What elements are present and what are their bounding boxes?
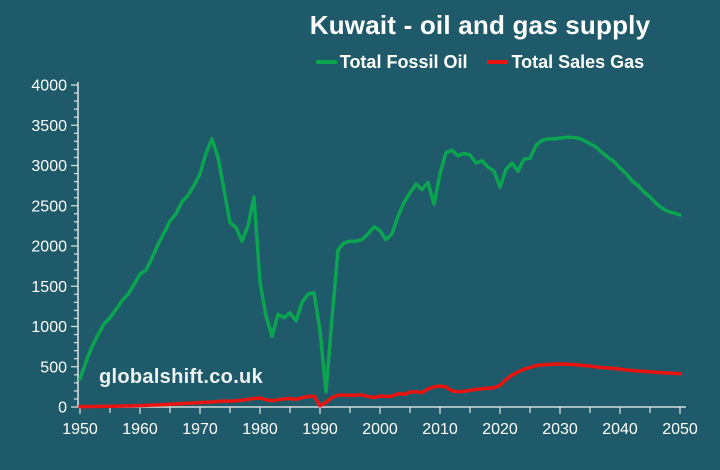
- y-tick-label: 1000: [31, 319, 67, 336]
- x-tick-label: 1950: [62, 421, 98, 438]
- x-tick-label: 2040: [602, 421, 638, 438]
- y-tick-label: 500: [40, 359, 67, 376]
- total-sales-gas-line: [78, 362, 682, 409]
- tick-labels: 1950 1960 1970 1980 1990 2000 2010 2020 2030 2040…: [31, 78, 697, 439]
- legend-label-total-sales-gas: Total Sales Gas: [511, 52, 645, 72]
- y-tick-label: 4000: [31, 78, 67, 95]
- total-fossil-oil-line: [78, 135, 682, 394]
- x-tick-label: 2010: [422, 421, 458, 438]
- y-tick-label: 2000: [31, 239, 67, 256]
- legend-item-total-sales-gas: Total Sales Gas: [487, 52, 644, 73]
- y-tick-label: 2500: [31, 198, 67, 215]
- axes: [77, 82, 686, 408]
- x-tick-label: 2020: [482, 421, 518, 438]
- legend: Total Fossil Oil Total Sales Gas: [250, 52, 710, 73]
- tick-marks: [71, 84, 681, 414]
- x-tick-label: 1980: [242, 421, 278, 438]
- chart-title: Kuwait - oil and gas supply: [309, 10, 651, 40]
- legend-swatch-gas-icon: [487, 59, 509, 64]
- x-tick-label: 1970: [182, 421, 218, 438]
- x-tick-label: 1960: [122, 421, 158, 438]
- series-lines: [78, 135, 682, 409]
- watermark: globalshift.co.uk: [99, 366, 263, 388]
- legend-swatch-oil-icon: [315, 59, 337, 64]
- legend-label-total-fossil-oil: Total Fossil Oil: [339, 52, 468, 72]
- x-tick-label: 2050: [662, 421, 698, 438]
- x-tick-label: 2000: [362, 421, 398, 438]
- x-tick-label: 2030: [542, 421, 578, 438]
- y-tick-label: 3500: [31, 118, 67, 135]
- y-tick-label: 3000: [31, 158, 67, 175]
- legend-item-total-fossil-oil: Total Fossil Oil: [315, 52, 468, 73]
- y-tick-label: 1500: [31, 279, 67, 296]
- x-tick-label: 1990: [302, 421, 338, 438]
- y-tick-label: 0: [58, 400, 67, 417]
